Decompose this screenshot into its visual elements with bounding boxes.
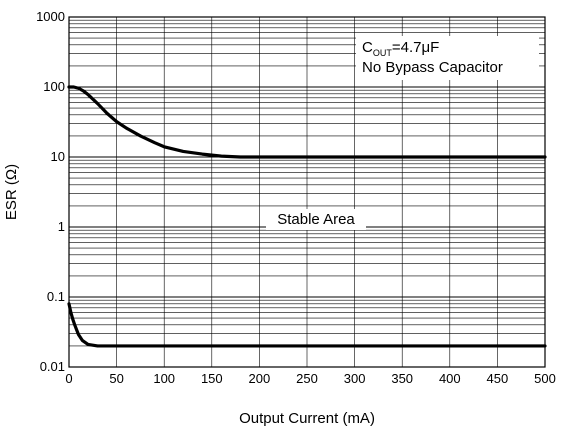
y-tick-label: 0.01 — [40, 359, 65, 374]
y-tick-label: 0.1 — [47, 289, 65, 304]
legend-cout-value: =4.7μF — [392, 39, 439, 56]
x-tick-label: 200 — [249, 371, 271, 386]
stable-area-annotation: Stable Area — [266, 209, 366, 230]
x-tick-label: 150 — [201, 371, 223, 386]
x-tick-label: 500 — [534, 371, 556, 386]
annotation-box — [266, 209, 366, 230]
stable-area-label: Stable Area — [277, 211, 355, 228]
y-tick-label: 100 — [43, 79, 65, 94]
x-axis-label: Output Current (mA) — [239, 410, 375, 427]
legend: COUT=4.7μF No Bypass Capacitor — [356, 36, 539, 80]
series-lines — [67, 85, 547, 348]
x-tick-label: 400 — [439, 371, 461, 386]
x-tick-label: 50 — [109, 371, 123, 386]
legend-cout-subscript: OUT — [373, 48, 393, 58]
x-tick-label: 100 — [153, 371, 175, 386]
legend-box — [356, 36, 539, 80]
x-tick-label: 450 — [487, 371, 509, 386]
x-tick-label: 250 — [296, 371, 318, 386]
plot-frame — [68, 16, 546, 368]
esr-lower-boundary-line — [67, 302, 547, 348]
legend-line-1: COUT=4.7μF — [362, 39, 439, 58]
y-tick-label: 1 — [58, 219, 65, 234]
x-tick-label: 300 — [344, 371, 366, 386]
x-tick-label: 350 — [391, 371, 413, 386]
legend-line-2: No Bypass Capacitor — [362, 59, 503, 76]
y-tick-label: 1000 — [36, 9, 65, 24]
y-axis-label: ESR (Ω) — [3, 164, 20, 220]
y-tick-label: 10 — [51, 149, 65, 164]
legend-cout-prefix: C — [362, 39, 373, 56]
x-tick-label: 0 — [65, 371, 72, 386]
axis-tick-labels: 0 50 100 150 200 250 300 350 400 450 500 0.01 0.1 1 10… — [36, 9, 556, 386]
esr-upper-boundary-line — [67, 85, 547, 159]
